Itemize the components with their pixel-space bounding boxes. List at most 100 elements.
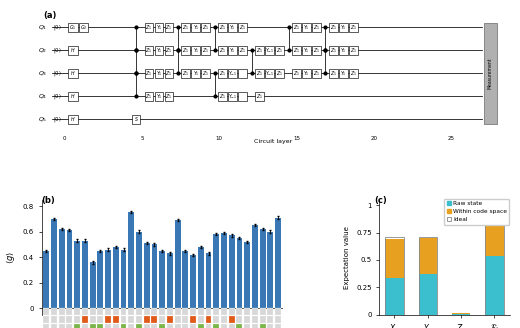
Text: $Z_1$: $Z_1$ (256, 69, 263, 78)
Bar (43, 308, 49, 315)
Text: $Y_{-1}$: $Y_{-1}$ (228, 69, 237, 78)
Text: $Z_1$: $Z_1$ (276, 46, 283, 55)
Bar (190, 308, 196, 315)
Bar (221, 233, 227, 308)
Bar (82, 324, 88, 328)
Text: $Z_1$: $Z_1$ (146, 23, 152, 32)
FancyBboxPatch shape (68, 114, 78, 124)
Text: $Y_{-1}$: $Y_{-1}$ (228, 92, 237, 101)
Bar (221, 316, 227, 323)
Bar (385, 277, 404, 315)
Text: $G_1$: $G_1$ (69, 23, 77, 32)
Bar (229, 236, 235, 308)
Text: $Q_4$: $Q_4$ (37, 92, 47, 101)
Text: $Y_1$: $Y_1$ (303, 69, 309, 78)
Text: $Z_1$: $Z_1$ (293, 23, 300, 32)
Text: $Z_1$: $Z_1$ (349, 46, 357, 55)
Bar (151, 316, 158, 323)
Bar (167, 254, 173, 308)
FancyBboxPatch shape (164, 69, 173, 78)
Text: $Z_1$: $Z_1$ (219, 23, 226, 32)
Bar (151, 324, 158, 328)
Bar (419, 274, 437, 315)
FancyBboxPatch shape (312, 23, 321, 32)
FancyBboxPatch shape (228, 69, 237, 78)
Bar (183, 308, 188, 315)
Bar (97, 251, 103, 308)
Text: $Z_1$: $Z_1$ (165, 69, 173, 78)
FancyBboxPatch shape (348, 46, 358, 55)
Bar (159, 324, 165, 328)
Bar (89, 324, 96, 328)
Bar (244, 316, 250, 323)
FancyBboxPatch shape (292, 69, 301, 78)
Bar (267, 316, 274, 323)
Text: $Y_1$: $Y_1$ (340, 46, 346, 55)
Legend: Raw state, Within code space, Ideal: Raw state, Within code space, Ideal (444, 199, 509, 225)
Text: $G_2$: $G_2$ (80, 23, 87, 32)
Text: $Z_1$: $Z_1$ (165, 92, 173, 101)
Bar (136, 308, 142, 315)
Bar (175, 308, 180, 315)
FancyBboxPatch shape (329, 69, 337, 78)
Bar (167, 308, 173, 315)
Bar (113, 316, 119, 323)
Text: $Y_1$: $Y_1$ (340, 69, 346, 78)
FancyBboxPatch shape (348, 23, 358, 32)
FancyBboxPatch shape (275, 69, 284, 78)
FancyBboxPatch shape (218, 23, 227, 32)
Text: $Q_5$: $Q_5$ (37, 115, 47, 124)
FancyBboxPatch shape (275, 46, 284, 55)
FancyBboxPatch shape (238, 23, 247, 32)
Bar (51, 316, 57, 323)
Text: $Q_1$: $Q_1$ (37, 23, 47, 32)
Bar (252, 225, 258, 308)
Bar (275, 316, 281, 323)
Bar (229, 308, 235, 315)
Text: $Q_3$: $Q_3$ (37, 69, 47, 78)
Bar (267, 324, 274, 328)
Text: Circuit layer: Circuit layer (254, 139, 292, 144)
Bar (237, 308, 242, 315)
Text: $Y_1$: $Y_1$ (229, 46, 236, 55)
Bar (221, 324, 227, 328)
Y-axis label: $\langle g \rangle$: $\langle g \rangle$ (4, 251, 17, 264)
Bar (97, 308, 103, 315)
Bar (175, 220, 180, 308)
Bar (67, 230, 72, 308)
Bar (198, 247, 204, 308)
Text: $Z_1$: $Z_1$ (165, 23, 173, 32)
Bar (128, 213, 134, 308)
Text: $Z_1$: $Z_1$ (202, 46, 210, 55)
Bar (167, 324, 173, 328)
FancyBboxPatch shape (191, 23, 200, 32)
Y-axis label: Expectation value: Expectation value (344, 226, 350, 289)
Text: $S$: $S$ (134, 115, 138, 123)
FancyBboxPatch shape (255, 46, 264, 55)
FancyBboxPatch shape (181, 46, 190, 55)
Bar (90, 262, 96, 308)
FancyBboxPatch shape (265, 46, 274, 55)
Bar (105, 324, 111, 328)
Bar (82, 240, 88, 308)
FancyBboxPatch shape (218, 46, 227, 55)
Bar (205, 316, 212, 323)
FancyBboxPatch shape (302, 69, 311, 78)
Bar (74, 308, 80, 315)
Bar (121, 308, 126, 315)
Text: (a): (a) (43, 11, 57, 20)
Text: $Y_{-1}$: $Y_{-1}$ (265, 69, 274, 78)
Text: $Y_1$: $Y_1$ (192, 46, 199, 55)
Text: 0: 0 (63, 135, 67, 141)
Bar (237, 316, 242, 323)
Bar (205, 324, 212, 328)
FancyBboxPatch shape (238, 69, 247, 78)
Bar (105, 316, 111, 323)
Bar (167, 316, 173, 323)
Bar (267, 232, 273, 308)
Bar (51, 219, 57, 308)
Text: $Y_1$: $Y_1$ (155, 46, 162, 55)
Text: $Y_1$: $Y_1$ (303, 23, 309, 32)
Bar (485, 256, 504, 315)
Bar (452, 313, 470, 314)
